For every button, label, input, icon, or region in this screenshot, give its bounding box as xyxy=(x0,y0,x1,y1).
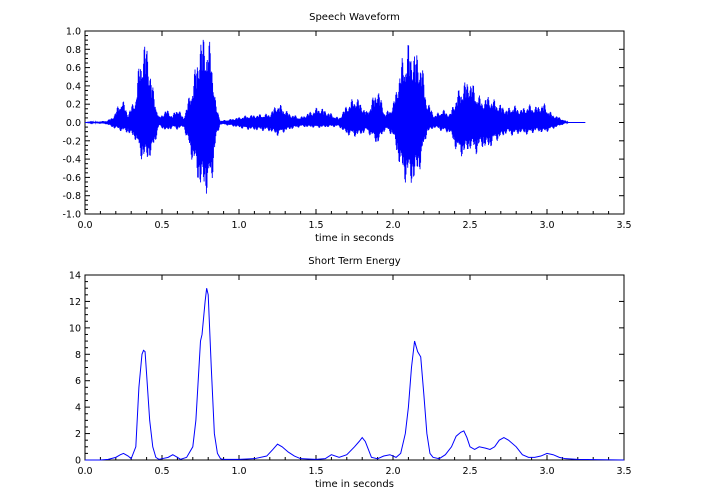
energy-xtick-label: 0.0 xyxy=(77,466,92,477)
waveform-title: Speech Waveform xyxy=(309,12,400,23)
waveform-ytick-label: -0.6 xyxy=(62,173,81,184)
energy-series-line xyxy=(85,288,625,461)
waveform-xtick-label: 3.5 xyxy=(616,220,631,231)
energy-xtick-label: 2.5 xyxy=(462,466,477,477)
energy-ytick-label: 10 xyxy=(69,323,81,334)
waveform-ytick-label: -0.4 xyxy=(62,155,81,166)
energy-ytick-label: 4 xyxy=(75,403,81,414)
waveform-xtick-label: 1.5 xyxy=(308,220,323,231)
energy-ytick-label: 2 xyxy=(75,429,81,440)
waveform-ytick-label: 0.8 xyxy=(66,45,81,56)
energy-xlabel: time in seconds xyxy=(315,479,394,487)
energy-ytick-label: 14 xyxy=(69,271,81,282)
energy-xtick-label: 3.5 xyxy=(616,466,631,477)
waveform-series-line xyxy=(84,39,586,194)
waveform-xtick-label: 1.0 xyxy=(231,220,246,231)
energy-xtick-label: 1.0 xyxy=(231,466,246,477)
energy-xtick-label: 2.0 xyxy=(385,466,400,477)
energy-xtick-label: 3.0 xyxy=(539,466,554,477)
energy-ytick-label: 0 xyxy=(75,456,81,467)
energy-title: Short Term Energy xyxy=(308,256,401,267)
waveform-ytick-label: 0.2 xyxy=(66,100,81,111)
energy-xtick-label: 0.5 xyxy=(154,466,169,477)
waveform-ytick-label: 0.0 xyxy=(66,118,81,129)
energy-frame xyxy=(84,274,625,461)
waveform-xtick-label: 3.0 xyxy=(539,220,554,231)
waveform-ytick-label: 1.0 xyxy=(66,27,81,38)
waveform-ytick-label: 0.6 xyxy=(66,63,81,74)
energy-xtick-label: 1.5 xyxy=(308,466,323,477)
waveform-ytick-label: -1.0 xyxy=(62,210,81,221)
waveform-ytick-label: -0.2 xyxy=(62,136,81,147)
waveform-xtick-label: 0.5 xyxy=(154,220,169,231)
short-term-energy-plot: Short Term Energy time in seconds 0.0 0.5 1.… xyxy=(69,256,632,487)
waveform-xlabel: time in seconds xyxy=(315,233,394,244)
waveform-xtick-label: 2.5 xyxy=(462,220,477,231)
waveform-ytick-label: 0.4 xyxy=(66,81,81,92)
waveform-xtick-label: 0.0 xyxy=(77,220,92,231)
energy-ytick-label: 8 xyxy=(75,350,81,361)
energy-ytick-label: 6 xyxy=(75,376,81,387)
waveform-ytick-label: -0.8 xyxy=(62,191,81,202)
speech-waveform-plot: Speech Waveform time in seconds 0.0 0.5 1.0 1… xyxy=(62,12,631,244)
energy-ytick-label: 12 xyxy=(69,297,81,308)
waveform-xtick-label: 2.0 xyxy=(385,220,400,231)
